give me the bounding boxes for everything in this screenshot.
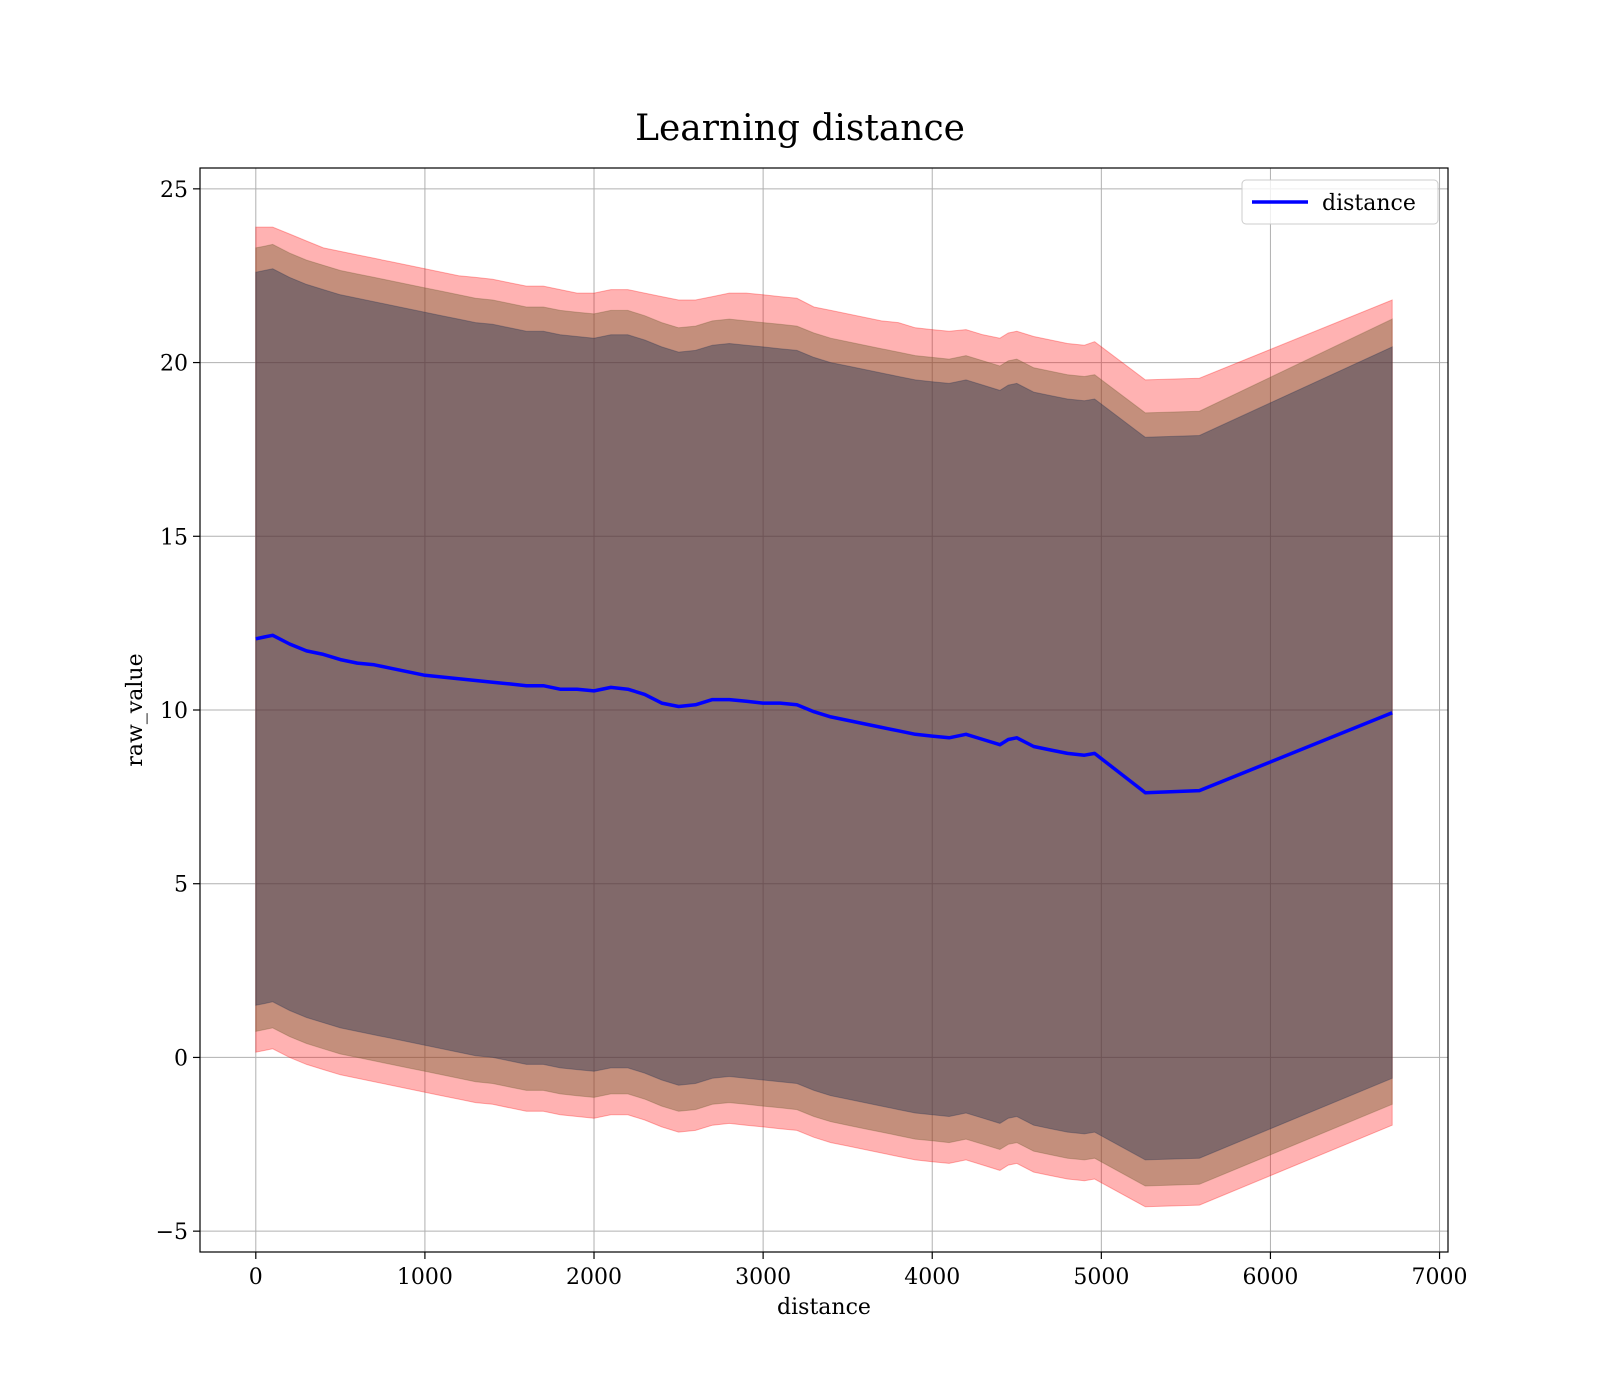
legend-label-distance: distance — [1322, 191, 1416, 216]
y-tick-label: 15 — [160, 525, 188, 550]
x-tick-label: 0 — [249, 1265, 263, 1290]
y-tick-label: 25 — [160, 178, 188, 203]
chart-title: Learning distance — [635, 108, 965, 149]
x-tick-label: 5000 — [1073, 1265, 1129, 1290]
x-tick-label: 1000 — [397, 1265, 453, 1290]
y-tick-label: 10 — [160, 699, 188, 724]
x-tick-label: 2000 — [566, 1265, 622, 1290]
legend: distance — [1241, 179, 1439, 225]
y-tick-label: 20 — [160, 352, 188, 377]
y-axis-label: raw_value — [123, 653, 148, 766]
y-tick-label: −5 — [156, 1220, 188, 1245]
band-outer — [255, 226, 1393, 1208]
series-line-distance — [255, 633, 1393, 795]
x-axis-ticks: 0 1000 2000 3000 4000 5000 6000 7000 — [249, 1252, 1468, 1290]
x-tick-label: 6000 — [1242, 1265, 1298, 1290]
y-tick-label: 0 — [174, 1046, 188, 1071]
x-axis-label: distance — [777, 1295, 871, 1320]
x-tick-label: 7000 — [1412, 1265, 1468, 1290]
x-tick-label: 3000 — [735, 1265, 791, 1290]
confidence-bands — [255, 226, 1393, 1208]
x-tick-label: 4000 — [904, 1265, 960, 1290]
legend-box — [1241, 179, 1439, 225]
plot-area: 0 1000 2000 3000 4000 5000 6000 7000 −5 0 5 10 15 20… — [156, 167, 1468, 1290]
y-axis-ticks: −5 0 5 10 15 20 25 — [156, 178, 200, 1245]
grid — [200, 168, 1448, 1252]
series-lines — [255, 633, 1393, 795]
y-tick-label: 5 — [174, 873, 188, 898]
